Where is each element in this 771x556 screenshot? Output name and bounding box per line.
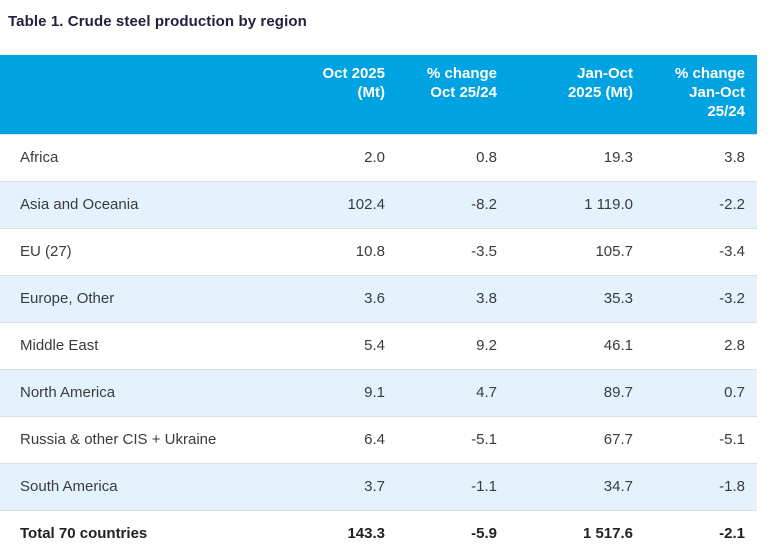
table-row-eu27: EU (27) 10.8 -3.5 105.7 -3.4 — [0, 228, 757, 276]
value-cell: 9.1 — [290, 369, 385, 417]
total-label-cell: Total 70 countries — [0, 510, 290, 556]
value-cell: 9.2 — [385, 322, 497, 370]
table-row-russia-cis-ukraine: Russia & other CIS + Ukraine 6.4 -5.1 67… — [0, 416, 757, 464]
value-cell: 3.8 — [633, 134, 757, 182]
region-cell: North America — [0, 369, 290, 417]
value-cell: 89.7 — [497, 369, 633, 417]
value-cell: -3.5 — [385, 228, 497, 276]
value-cell: 102.4 — [290, 181, 385, 229]
region-cell: Russia & other CIS + Ukraine — [0, 416, 290, 464]
table-row-asia-oceania: Asia and Oceania 102.4 -8.2 1 119.0 -2.2 — [0, 181, 757, 229]
value-cell: 0.7 — [633, 369, 757, 417]
value-cell: 19.3 — [497, 134, 633, 182]
value-cell: -3.2 — [633, 275, 757, 323]
table-row-africa: Africa 2.0 0.8 19.3 3.8 — [0, 134, 757, 182]
table-row-north-america: North America 9.1 4.7 89.7 0.7 — [0, 369, 757, 417]
table-row-total: Total 70 countries 143.3 -5.9 1 517.6 -2… — [0, 510, 757, 556]
value-cell: 3.7 — [290, 463, 385, 511]
value-cell: 67.7 — [497, 416, 633, 464]
page-title: Table 1. Crude steel production by regio… — [8, 13, 307, 30]
value-cell: -5.1 — [385, 416, 497, 464]
value-cell: 46.1 — [497, 322, 633, 370]
value-cell: 10.8 — [290, 228, 385, 276]
value-cell: 34.7 — [497, 463, 633, 511]
value-cell: 35.3 — [497, 275, 633, 323]
total-value-cell: 143.3 — [290, 510, 385, 556]
column-header-jan-oct-2025: Jan-Oct 2025 (Mt) — [497, 55, 633, 135]
value-cell: 2.8 — [633, 322, 757, 370]
value-cell: -8.2 — [385, 181, 497, 229]
table-row-europe-other: Europe, Other 3.6 3.8 35.3 -3.2 — [0, 275, 757, 323]
value-cell: 0.8 — [385, 134, 497, 182]
total-value-cell: 1 517.6 — [497, 510, 633, 556]
region-cell: Europe, Other — [0, 275, 290, 323]
value-cell: 5.4 — [290, 322, 385, 370]
region-cell: Africa — [0, 134, 290, 182]
value-cell: -1.8 — [633, 463, 757, 511]
total-value-cell: -2.1 — [633, 510, 757, 556]
column-header-oct-2025: Oct 2025 (Mt) — [290, 55, 385, 135]
value-cell: 3.6 — [290, 275, 385, 323]
table-row-middle-east: Middle East 5.4 9.2 46.1 2.8 — [0, 322, 757, 370]
value-cell: 4.7 — [385, 369, 497, 417]
region-cell: Middle East — [0, 322, 290, 370]
column-header-region — [0, 55, 290, 135]
region-cell: Asia and Oceania — [0, 181, 290, 229]
value-cell: -1.1 — [385, 463, 497, 511]
region-cell: EU (27) — [0, 228, 290, 276]
crude-steel-production-table: Oct 2025 (Mt) % change Oct 25/24 Jan-Oct… — [0, 55, 757, 556]
value-cell: 6.4 — [290, 416, 385, 464]
value-cell: -3.4 — [633, 228, 757, 276]
value-cell: 1 119.0 — [497, 181, 633, 229]
total-value-cell: -5.9 — [385, 510, 497, 556]
value-cell: 2.0 — [290, 134, 385, 182]
column-header-pct-change-jan-oct: % change Jan-Oct 25/24 — [633, 55, 757, 135]
table-header-row: Oct 2025 (Mt) % change Oct 25/24 Jan-Oct… — [0, 55, 757, 135]
table-header: Oct 2025 (Mt) % change Oct 25/24 Jan-Oct… — [0, 55, 757, 135]
table-row-south-america: South America 3.7 -1.1 34.7 -1.8 — [0, 463, 757, 511]
column-header-pct-change-oct: % change Oct 25/24 — [385, 55, 497, 135]
value-cell: -2.2 — [633, 181, 757, 229]
value-cell: -5.1 — [633, 416, 757, 464]
value-cell: 3.8 — [385, 275, 497, 323]
region-cell: South America — [0, 463, 290, 511]
value-cell: 105.7 — [497, 228, 633, 276]
